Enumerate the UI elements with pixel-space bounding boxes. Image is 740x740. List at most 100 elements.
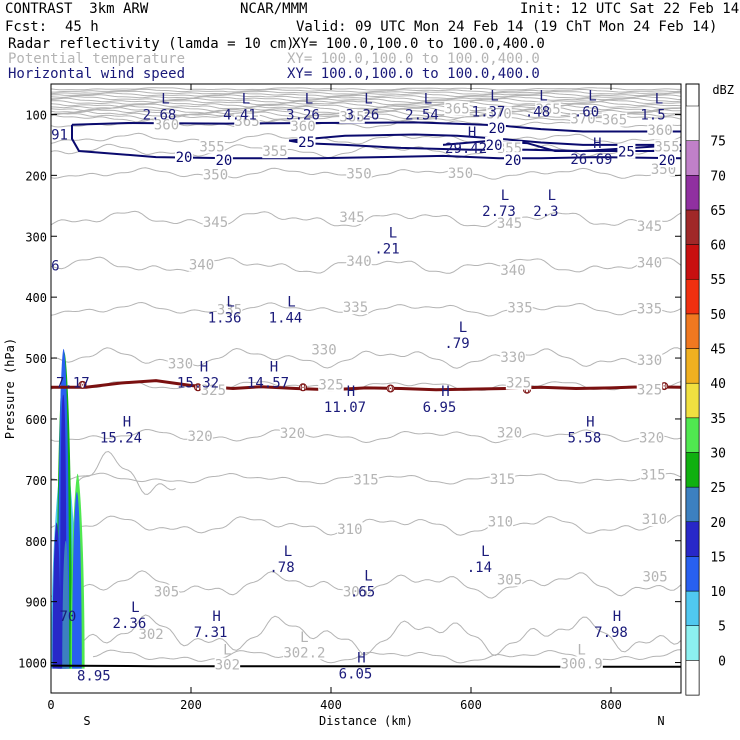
colorbar-level: 40 <box>710 377 726 392</box>
theta-contour-line <box>51 381 681 392</box>
colorbar-swatch <box>685 244 700 280</box>
wind-extremum-type: H <box>586 414 594 430</box>
theta-label: 305 <box>343 585 368 601</box>
reflectivity-cell <box>62 540 70 669</box>
theta-label: 340 <box>346 254 371 270</box>
theta-label: 320 <box>497 426 522 442</box>
colorbar-level: 20 <box>710 516 726 531</box>
theta-label: 300.9 <box>561 656 603 672</box>
theta-label: 350 <box>346 167 371 183</box>
theta-label: 360 <box>647 123 672 139</box>
theta-label-bg <box>138 627 164 642</box>
colorbar-swatch <box>685 486 700 523</box>
colorbar-level: 30 <box>710 446 726 461</box>
wind-extremum-value: 2.54 <box>405 108 439 124</box>
wind-extremum-value: 1.36 <box>208 310 242 326</box>
theta-label-bg <box>496 572 523 587</box>
theta-label-bg <box>636 255 663 270</box>
theta-label: 355 <box>654 139 679 155</box>
freezing-level-label: 0 <box>387 384 393 395</box>
theta-label-bg <box>496 425 523 440</box>
colorbar-swatch <box>685 209 700 245</box>
wind-extremum-value: 1.37 <box>472 105 506 121</box>
colorbar-level: 0 <box>718 654 726 669</box>
theta-low-mark: L <box>300 630 308 646</box>
wind-label-bg <box>214 152 233 168</box>
wind-extremum-value: .14 <box>467 560 492 576</box>
theta-label: 310 <box>488 514 513 530</box>
theta-label-bg <box>641 512 668 527</box>
wind-extremum-value: .60 <box>574 105 599 121</box>
wind-extremum-value: 6.05 <box>339 667 373 683</box>
wind-label-bg <box>617 143 636 159</box>
theta-label: 305 <box>497 572 522 588</box>
colorbar-swatch <box>685 590 700 626</box>
fcst-value: 45 h <box>65 19 99 35</box>
wind-contour-25 <box>288 133 681 153</box>
colorbar-swatch <box>685 313 700 349</box>
wind-extremum-value: 7.17 <box>56 376 90 392</box>
wind-contours <box>71 121 681 160</box>
theta-label: 345 <box>203 215 228 231</box>
wind-label-bg <box>485 136 504 152</box>
theta-label: 305 <box>642 569 667 585</box>
theta-label: 365 <box>234 114 259 130</box>
theta-label-bg <box>234 113 260 128</box>
theta-contour-line <box>51 428 681 444</box>
wind-extremum-type: L <box>501 188 509 204</box>
theta-label: 302.2 <box>283 645 325 661</box>
theta-label-bg <box>200 382 227 397</box>
theta-label: 345 <box>339 210 364 226</box>
wind-extremum-value: 15.32 <box>177 376 219 392</box>
theta-band-line <box>51 88 681 93</box>
theta-label: 365 <box>602 113 627 129</box>
y-tick-label: 1000 <box>18 657 47 671</box>
wind-extremum-value: 11.07 <box>324 400 366 416</box>
theta-label-bg <box>636 219 663 234</box>
colorbar-swatch <box>685 105 700 141</box>
theta-contour-line <box>78 614 681 656</box>
plot-frame <box>50 83 682 694</box>
colorbar-swatch <box>685 382 700 419</box>
theta-label: 340 <box>637 256 662 272</box>
theta-label: 310 <box>642 512 667 528</box>
theta-label: 315 <box>353 472 378 488</box>
theta-label: 315 <box>640 468 665 484</box>
theta-label-bg <box>342 300 369 315</box>
theta-label: 330 <box>311 343 336 359</box>
axes: 0 200 400 600 800100200300400500600700800900… <box>3 84 681 728</box>
wind-contour-label: 20 <box>505 153 522 169</box>
valid-time: Valid: 09 UTC Mon 24 Feb 14 (19 ChT Mon … <box>296 19 718 35</box>
theta-label-bg <box>486 106 512 121</box>
y-tick-label: 900 <box>25 596 47 610</box>
wind-extremum-value: 7.98 <box>594 625 628 641</box>
wind-extremum-value: 15.24 <box>100 430 142 446</box>
x-tick-label: 800 <box>600 698 622 712</box>
colorbar-level: 45 <box>710 343 726 358</box>
theta-label: 325 <box>506 376 531 392</box>
theta-label-bg <box>342 584 369 599</box>
wind-extremum-value: 1.44 <box>269 310 303 326</box>
theta-label-bg <box>216 302 243 317</box>
wind-extremum-value: 7.31 <box>194 625 228 641</box>
theta-label: 320 <box>280 426 305 442</box>
theta-label-bg <box>199 139 225 154</box>
theta-label: 350 <box>448 166 473 182</box>
wind-extremum-type: L <box>490 89 498 105</box>
wind-extremum-value: .79 <box>444 336 469 352</box>
wind-extremum-value: 14.57 <box>247 376 289 392</box>
wind-extremum-type: L <box>364 568 372 584</box>
x-end-label-north: N <box>657 714 664 728</box>
wind-extremum-type: L <box>588 89 596 105</box>
theta-label-bg <box>444 101 470 116</box>
theta-band-line <box>51 104 681 112</box>
theta-label-bg <box>507 300 533 315</box>
theta-contour-line <box>77 450 176 495</box>
theta-label: 325 <box>318 377 343 393</box>
y-tick-label: 100 <box>25 108 47 122</box>
wind-contour-label: 20 <box>659 153 676 169</box>
theta-label-bg <box>535 102 561 117</box>
theta-label: 335 <box>507 301 532 317</box>
wind-extremum-type: L <box>481 544 489 560</box>
